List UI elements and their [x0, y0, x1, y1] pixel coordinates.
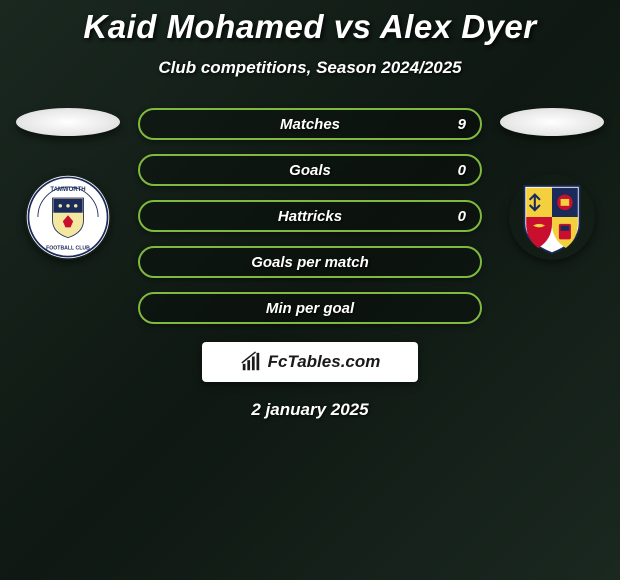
subtitle: Club competitions, Season 2024/2025: [0, 58, 620, 78]
stat-label: Goals: [140, 162, 480, 179]
player-avatar-left: [16, 108, 120, 136]
svg-text:TAMWORTH: TAMWORTH: [50, 187, 85, 193]
stat-right-value: 0: [458, 208, 466, 225]
page-title: Kaid Mohamed vs Alex Dyer: [0, 8, 620, 46]
club-crest-left: TAMWORTH FOOTBALL CLUB: [25, 174, 111, 260]
stat-row-goals: Goals 0: [138, 154, 482, 186]
stat-label: Min per goal: [140, 300, 480, 317]
brand-badge[interactable]: FcTables.com: [202, 342, 418, 382]
right-column: [492, 108, 612, 260]
stat-label: Hattricks: [140, 208, 480, 225]
stat-row-goals-per-match: Goals per match: [138, 246, 482, 278]
comparison-card: Kaid Mohamed vs Alex Dyer Club competiti…: [0, 0, 620, 420]
chart-icon: [240, 351, 262, 373]
stat-row-min-per-goal: Min per goal: [138, 292, 482, 324]
left-column: TAMWORTH FOOTBALL CLUB: [8, 108, 128, 260]
stats-column: Matches 9 Goals 0 Hattricks 0 Goals per …: [138, 108, 482, 324]
player-avatar-right: [500, 108, 604, 136]
stat-row-matches: Matches 9: [138, 108, 482, 140]
stat-right-value: 0: [458, 162, 466, 179]
club-crest-right: [509, 174, 595, 260]
stat-right-value: 9: [458, 116, 466, 133]
svg-text:FOOTBALL CLUB: FOOTBALL CLUB: [46, 246, 90, 252]
stat-label: Goals per match: [140, 254, 480, 271]
brand-text: FcTables.com: [268, 352, 381, 372]
date-line: 2 january 2025: [0, 400, 620, 420]
stat-label: Matches: [140, 116, 480, 133]
stat-row-hattricks: Hattricks 0: [138, 200, 482, 232]
main-row: TAMWORTH FOOTBALL CLUB Matches 9: [0, 108, 620, 324]
